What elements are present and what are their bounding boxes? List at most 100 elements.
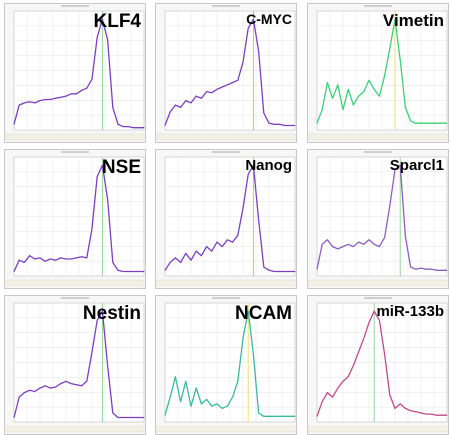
melt-curve-point: [190, 259, 192, 261]
melt-curve-point: [268, 122, 270, 124]
melt-curve-point: [107, 39, 109, 41]
melt-curve-point: [430, 122, 432, 124]
gene-label: C-MYC: [246, 11, 292, 27]
melt-curve-point: [425, 413, 427, 415]
melt-curve-point: [96, 319, 98, 321]
melt-curve-point: [55, 386, 57, 388]
melt-curve-point: [18, 396, 20, 398]
melt-curve-point: [13, 270, 15, 272]
panel-header-strip: [364, 5, 392, 7]
melt-curve-point: [399, 403, 401, 405]
melt-curve-point: [221, 246, 223, 248]
melt-curve-point: [263, 112, 265, 114]
melt-curve-point: [185, 380, 187, 382]
melt-curve-point: [143, 416, 145, 418]
legend-strip: [5, 279, 145, 287]
melt-curve-point: [206, 91, 208, 93]
melt-curve-point: [378, 95, 380, 97]
melt-curve-point: [60, 96, 62, 98]
melt-curve-point: [211, 250, 213, 252]
melt-curve-point: [247, 27, 249, 29]
melt-curve-point: [263, 266, 265, 268]
melt-curve-point: [316, 415, 318, 417]
melt-curve-point: [91, 78, 93, 80]
melt-curve-point: [430, 268, 432, 270]
gene-label: NCAM: [235, 303, 292, 324]
melt-curve-point: [410, 410, 412, 412]
melt-curve-point: [138, 127, 140, 129]
melt-curve-point: [138, 416, 140, 418]
melt-curve-panel: Vimetin: [307, 3, 449, 143]
melt-curve-point: [174, 104, 176, 106]
melt-curve-point: [289, 124, 291, 126]
melt-curve-point: [436, 414, 438, 416]
panel-header-strip: [212, 151, 240, 153]
melt-curve-point: [169, 396, 171, 398]
melt-curve-point: [226, 239, 228, 241]
melt-curve-plot: [4, 149, 146, 289]
melt-curve-point: [446, 414, 448, 416]
melt-curve-point: [252, 353, 254, 355]
melt-curve-point: [164, 124, 166, 126]
melt-curve-point: [399, 59, 401, 61]
panel-header-strip: [61, 151, 89, 153]
melt-curve-point: [44, 385, 46, 387]
melt-curve-point: [221, 86, 223, 88]
melt-curve-point: [44, 260, 46, 262]
melt-curve-point: [237, 380, 239, 382]
melt-curve-plot: [155, 3, 297, 143]
melt-curve-point: [326, 239, 328, 241]
gene-label: Nestin: [82, 303, 141, 324]
melt-curve-point: [117, 123, 119, 125]
melt-curve-point: [195, 387, 197, 389]
melt-curve-line: [316, 164, 447, 271]
melt-curve-point: [247, 310, 249, 312]
melt-curve-point: [242, 61, 244, 63]
panel-header-strip: [212, 5, 240, 7]
legend-strip: [308, 425, 448, 433]
melt-curve-point: [49, 258, 51, 260]
melt-curve-point: [258, 50, 260, 52]
melt-curve-point: [358, 241, 360, 243]
melt-curve-point: [29, 389, 31, 391]
legend-strip: [156, 425, 296, 433]
melt-curve-point: [138, 270, 140, 272]
melt-curve-panel: Nanog: [155, 149, 297, 289]
gene-label: Nanog: [245, 157, 292, 174]
melt-curve-line: [316, 18, 447, 124]
melt-curve-point: [49, 98, 51, 100]
melt-curve-point: [332, 97, 334, 99]
melt-curve-point: [404, 106, 406, 108]
melt-curve-point: [316, 268, 318, 270]
melt-curve-point: [242, 337, 244, 339]
melt-curve-point: [284, 270, 286, 272]
melt-curve-plot: [307, 295, 449, 435]
melt-curve-point: [263, 415, 265, 417]
melt-curve-point: [39, 387, 41, 389]
melt-curve-plot: [4, 295, 146, 435]
melt-curve-point: [273, 415, 275, 417]
melt-curve-point: [332, 396, 334, 398]
melt-curve-point: [195, 250, 197, 252]
melt-curve-point: [107, 364, 109, 366]
melt-curve-panel: miR-133b: [307, 295, 449, 435]
melt-curve-point: [441, 414, 443, 416]
melt-curve-point: [289, 415, 291, 417]
legend-strip: [308, 133, 448, 141]
melt-curve-point: [358, 95, 360, 97]
melt-curve-point: [180, 106, 182, 108]
melt-curve-point: [60, 383, 62, 385]
legend-strip: [5, 133, 145, 141]
gene-label: NSE: [101, 157, 141, 178]
melt-curve-point: [180, 261, 182, 263]
melt-curve-point: [420, 267, 422, 269]
melt-curve-point: [384, 353, 386, 355]
melt-curve-point: [273, 123, 275, 125]
melt-curve-point: [252, 18, 254, 20]
melt-curve-point: [352, 104, 354, 106]
melt-curve-point: [389, 205, 391, 207]
panel-header-strip: [212, 297, 240, 299]
melt-curve-point: [410, 120, 412, 122]
melt-curve-point: [39, 257, 41, 259]
melt-curve-plot: [307, 149, 449, 289]
